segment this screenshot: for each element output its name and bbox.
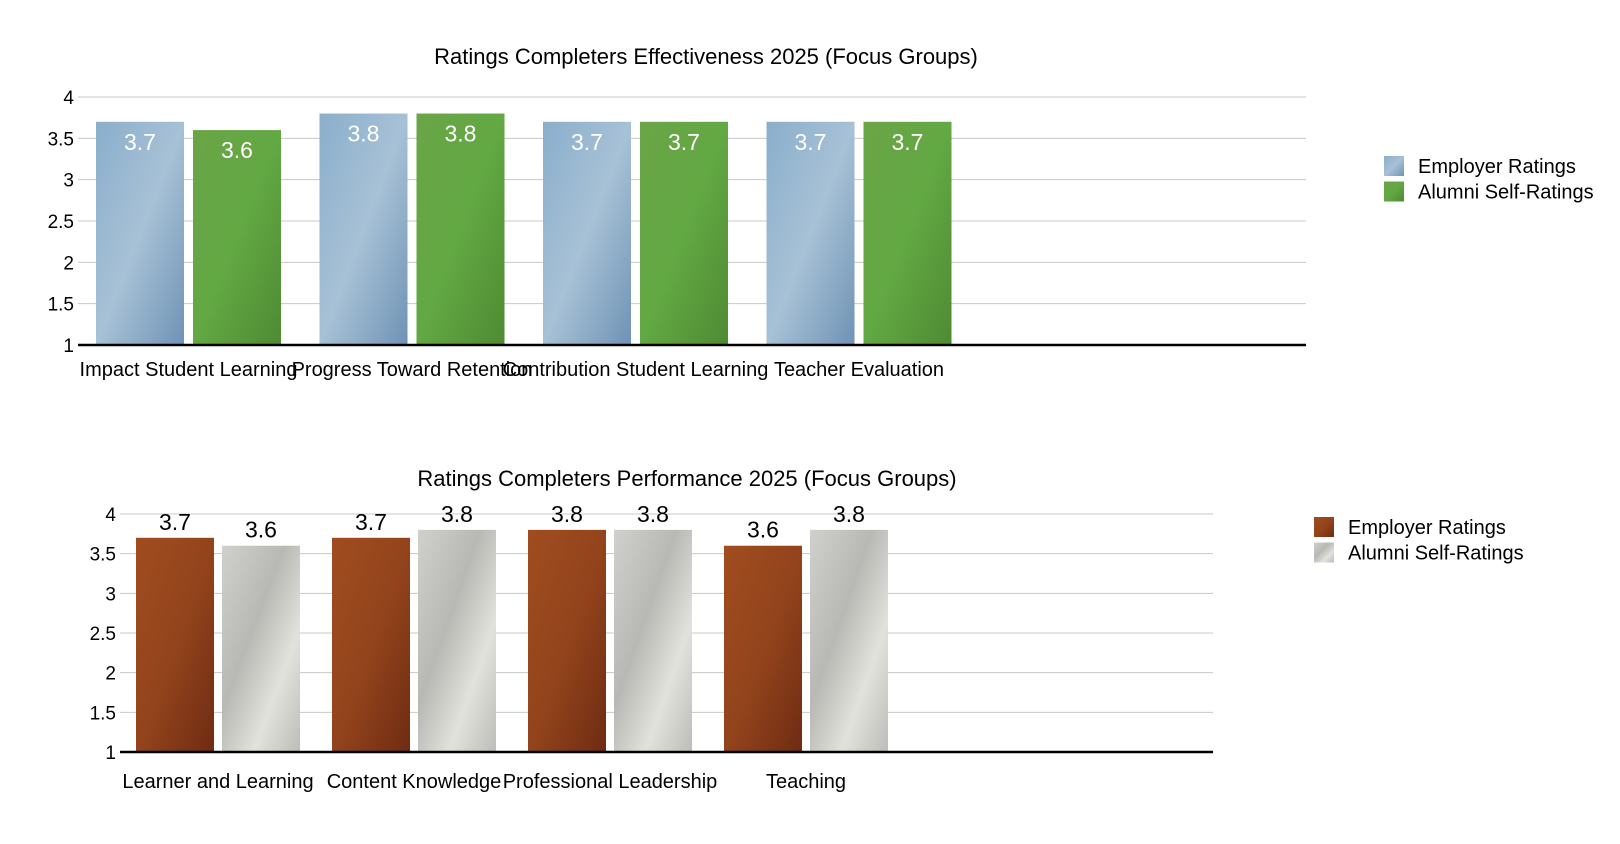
x-category-label: Contribution Student Learning (503, 359, 769, 381)
data-label: 3.6 (245, 517, 277, 543)
bar-alumni-self-ratings (416, 113, 505, 346)
y-tick-label: 3 (105, 584, 116, 605)
legend-swatch (1314, 517, 1334, 537)
data-label: 3.8 (348, 121, 380, 147)
bar-alumni-self-ratings (193, 130, 281, 345)
bar-alumni-self-ratings (863, 121, 952, 345)
data-label: 3.7 (159, 509, 191, 535)
data-label: 3.6 (221, 137, 253, 163)
chart-title: Ratings Completers Effectiveness 2025 (F… (434, 44, 978, 69)
legend-swatch (1384, 156, 1404, 176)
y-tick-label: 3.5 (90, 545, 116, 566)
chart-title: Ratings Completers Performance 2025 (Foc… (417, 466, 956, 491)
y-tick-label: 4 (105, 505, 116, 526)
bar-alumni-self-ratings (418, 529, 496, 752)
legend-label: Alumni Self-Ratings (1348, 543, 1524, 565)
bar-alumni-self-ratings (640, 121, 728, 345)
x-category-label: Impact Student Learning (80, 359, 298, 381)
y-tick-label: 2.5 (90, 624, 116, 645)
data-label: 3.7 (795, 129, 827, 155)
bar-employer-ratings (724, 545, 802, 752)
data-label: 3.7 (355, 509, 387, 535)
bar-employer-ratings (766, 121, 855, 345)
y-tick-label: 3.5 (48, 129, 74, 150)
bar-employer-ratings (96, 121, 184, 345)
x-category-label: Professional Leadership (503, 771, 718, 793)
data-label: 3.6 (747, 517, 779, 543)
performance-chart: Ratings Completers Performance 2025 (Foc… (90, 466, 1524, 793)
data-label: 3.7 (892, 129, 924, 155)
x-category-label: Teacher Evaluation (774, 359, 944, 381)
data-label: 3.8 (441, 501, 473, 527)
y-tick-label: 2.5 (48, 212, 74, 233)
data-label: 3.7 (571, 129, 603, 155)
bar-alumni-self-ratings (810, 529, 888, 752)
y-tick-label: 2 (105, 664, 116, 685)
y-tick-label: 2 (63, 253, 74, 274)
bar-employer-ratings (528, 529, 606, 752)
x-category-label: Progress Toward Retention (292, 359, 533, 381)
legend-label: Alumni Self-Ratings (1418, 182, 1594, 204)
y-tick-label: 4 (63, 88, 74, 109)
data-label: 3.8 (833, 501, 865, 527)
bar-alumni-self-ratings (222, 545, 300, 752)
bar-alumni-self-ratings (614, 529, 692, 752)
data-label: 3.8 (551, 501, 583, 527)
bar-employer-ratings (319, 113, 408, 346)
bar-employer-ratings (543, 121, 631, 345)
y-tick-label: 3 (63, 171, 74, 192)
legend-swatch (1384, 181, 1404, 202)
x-category-label: Content Knowledge (327, 771, 502, 793)
legend-label: Employer Ratings (1418, 156, 1576, 178)
bar-employer-ratings (332, 537, 410, 752)
effectiveness-chart: Ratings Completers Effectiveness 2025 (F… (48, 44, 1594, 381)
bar-employer-ratings (136, 537, 214, 752)
data-label: 3.7 (668, 129, 700, 155)
x-category-label: Learner and Learning (122, 771, 313, 793)
legend-label: Employer Ratings (1348, 517, 1506, 539)
data-label: 3.8 (637, 501, 669, 527)
legend-swatch (1314, 542, 1334, 563)
y-tick-label: 1 (105, 743, 116, 764)
y-tick-label: 1.5 (90, 703, 116, 724)
data-label: 3.7 (124, 129, 156, 155)
x-category-label: Teaching (766, 771, 846, 793)
data-label: 3.8 (445, 121, 477, 147)
y-tick-label: 1.5 (48, 295, 74, 316)
y-tick-label: 1 (63, 336, 74, 357)
